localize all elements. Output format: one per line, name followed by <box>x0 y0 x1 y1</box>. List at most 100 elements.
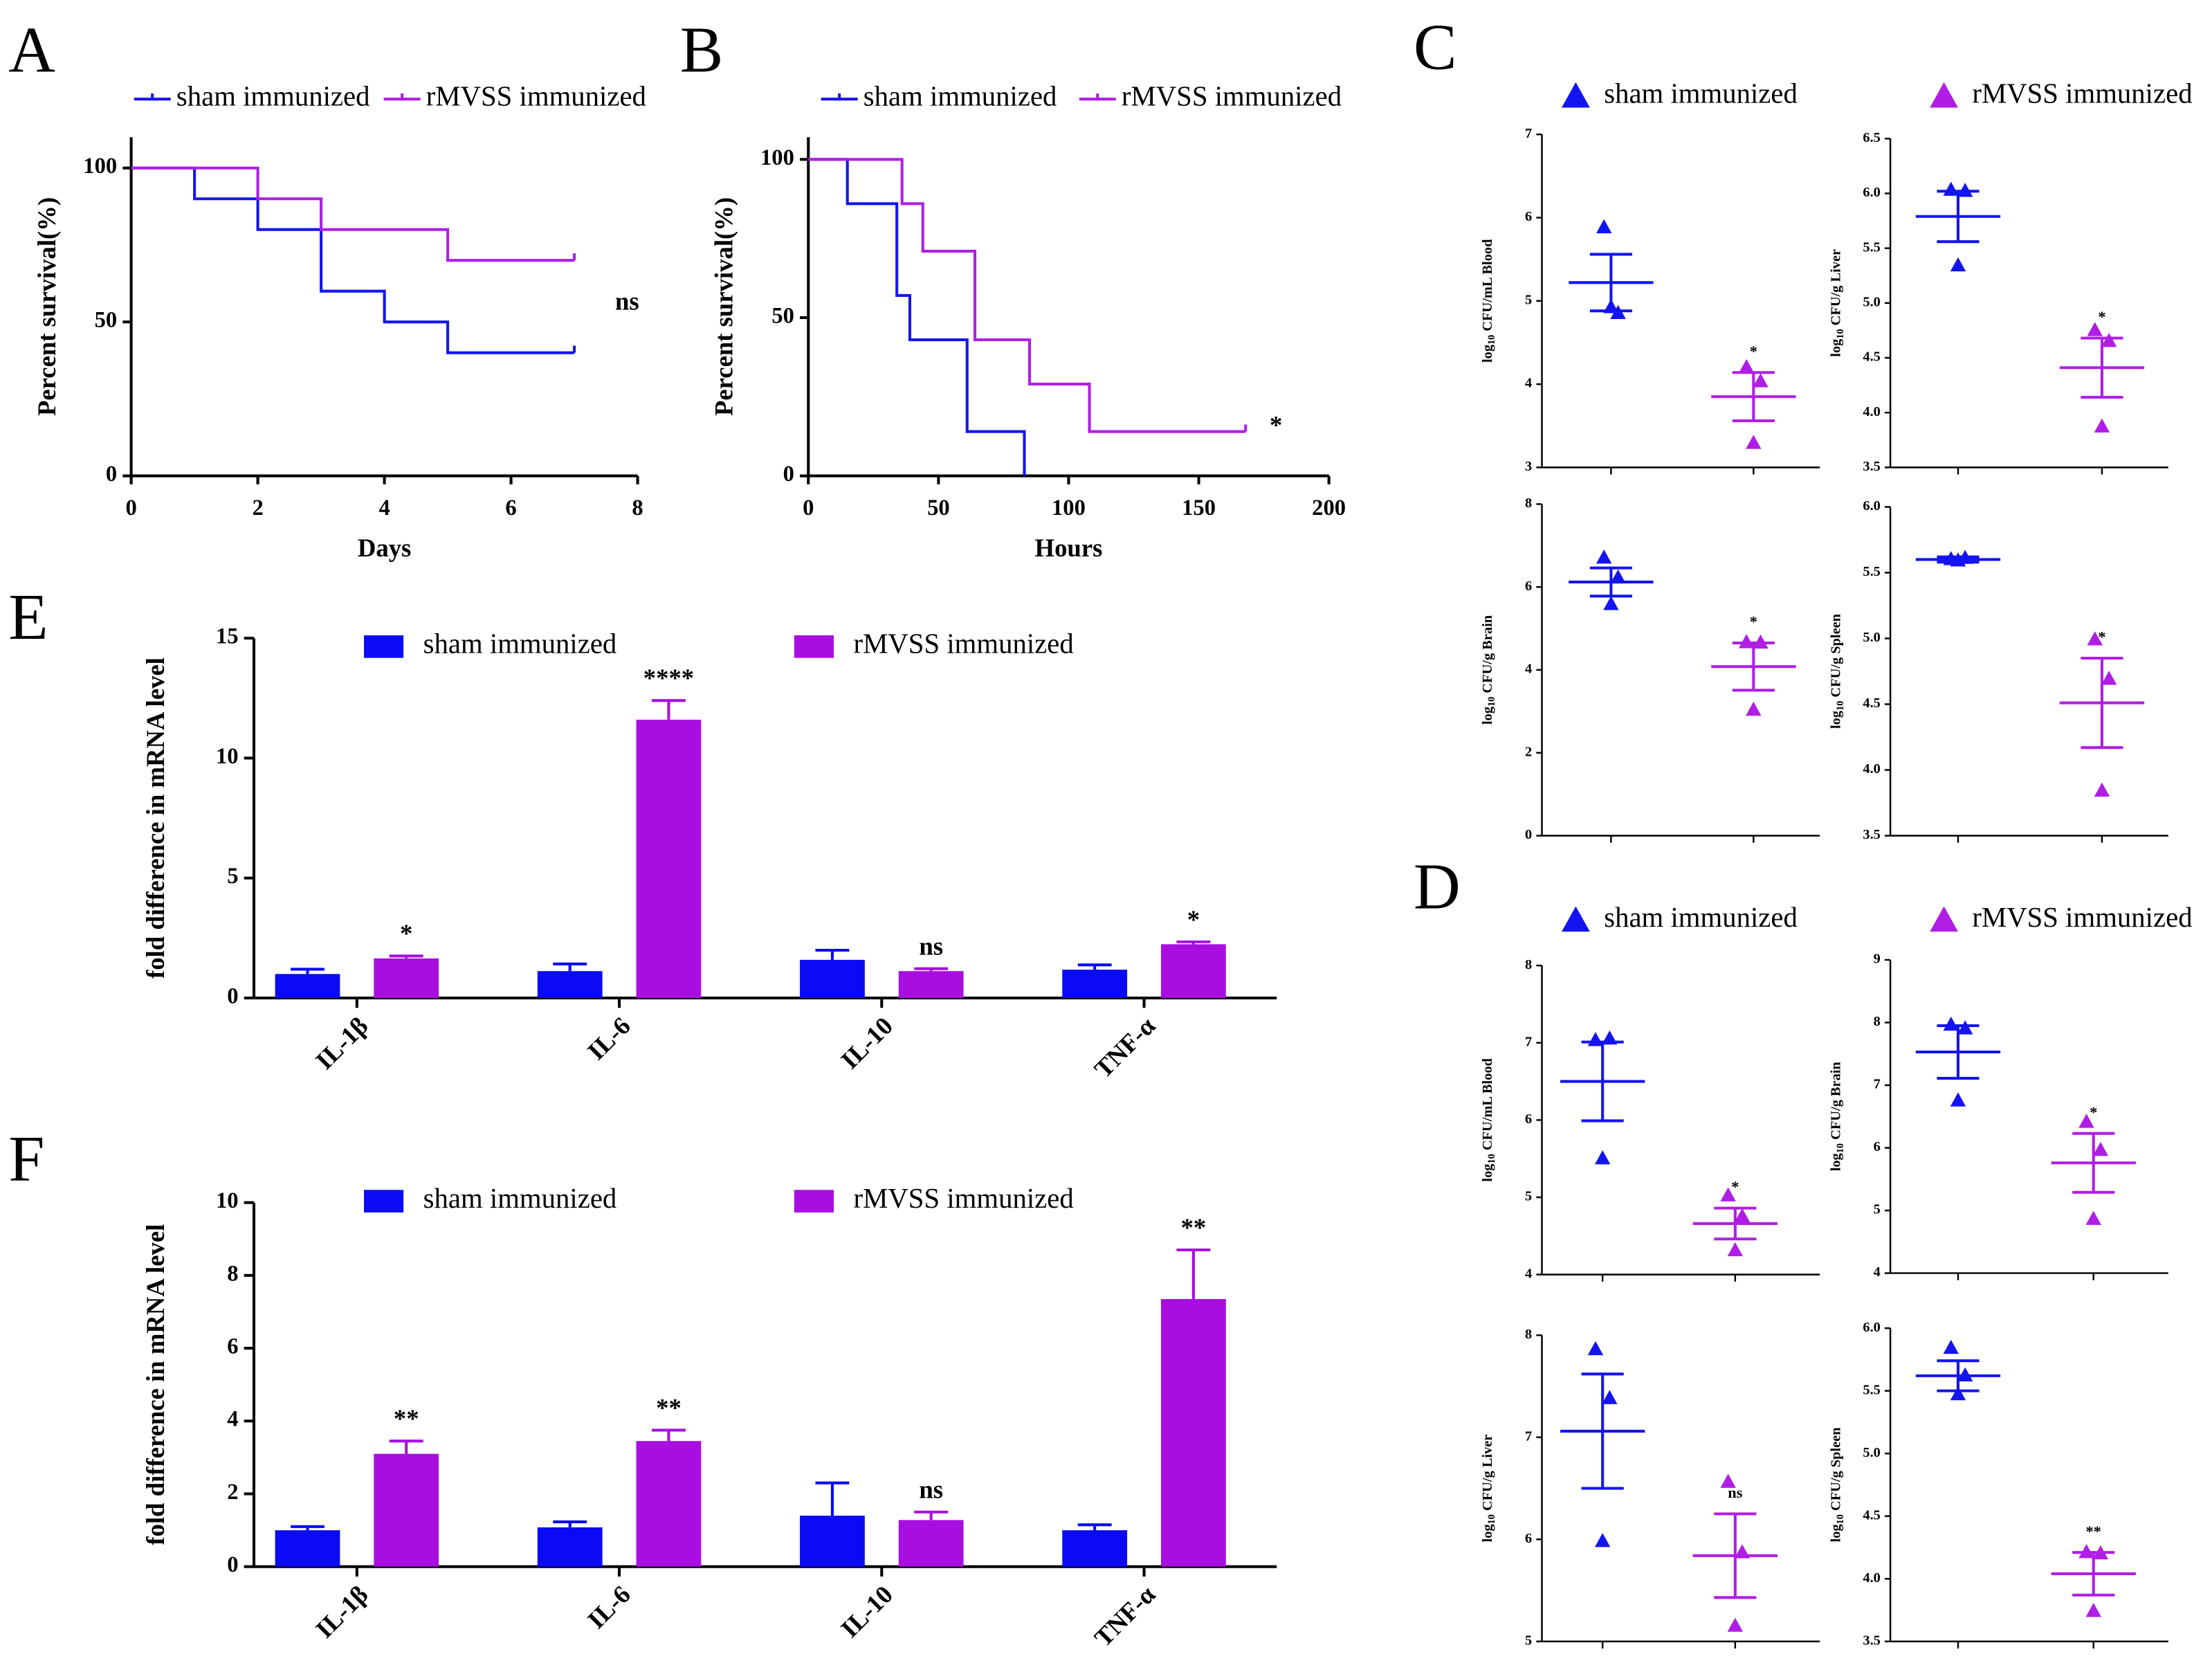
annotation: * <box>1731 1178 1739 1195</box>
x-tick-label: IL-6 <box>582 1011 636 1065</box>
data-point <box>1587 1341 1604 1356</box>
data-point <box>1943 181 1959 196</box>
data-point <box>2085 1210 2101 1225</box>
y-axis-label: log10 CFU/g Liver <box>1828 249 1846 357</box>
data-point <box>1957 1367 1973 1382</box>
data-point <box>1720 1473 1736 1488</box>
data-point <box>1596 550 1612 564</box>
legend-label: rMVSS immunized <box>854 1183 1074 1214</box>
x-tick-label: TNF-α <box>1088 1580 1160 1652</box>
y-tick-label: 6.0 <box>1863 185 1880 200</box>
error-bar <box>1077 963 1112 970</box>
data-point <box>1746 435 1762 449</box>
y-tick-label: 5 <box>1525 1189 1532 1204</box>
sem-bar <box>1581 1040 1624 1123</box>
y-tick-label: 4 <box>1525 376 1532 391</box>
legend-marker <box>1562 82 1590 108</box>
data-point <box>1596 219 1612 234</box>
x-axis-label: Days <box>358 534 411 562</box>
sem-bar <box>2081 336 2123 399</box>
data-point <box>2087 322 2103 336</box>
y-tick-label: 5 <box>1525 292 1532 307</box>
annotation: * <box>400 919 412 947</box>
bar <box>537 1527 603 1567</box>
sem-bar <box>2072 1551 2115 1597</box>
y-axis-label-sub: 10 <box>1835 1514 1846 1524</box>
y-axis-label: fold difference in mRNA level <box>141 657 170 979</box>
bar <box>636 1441 702 1567</box>
x-tick-label: IL-10 <box>835 1580 898 1643</box>
bar <box>898 1520 964 1567</box>
legend-label: rMVSS immunized <box>1972 902 2192 933</box>
y-tick-label: 15 <box>216 624 239 649</box>
legend-marker <box>1930 82 1958 108</box>
y-axis-label-sub: 10 <box>1486 697 1497 707</box>
error-bar <box>553 962 587 972</box>
sem-bar <box>1732 641 1775 692</box>
y-tick-label: 3.5 <box>1863 827 1880 842</box>
annotation: * <box>1750 343 1757 360</box>
data-point <box>1727 1242 1744 1257</box>
data-point <box>1753 373 1768 388</box>
y-tick-label: 4 <box>1525 1266 1532 1281</box>
annotation: ** <box>2086 1523 2101 1540</box>
y-axis-label-part: CFU/mL Blood <box>1480 1058 1495 1154</box>
y-axis-label-part: log <box>1480 1524 1495 1542</box>
y-axis-label-part: log <box>1828 711 1843 729</box>
data-point <box>1950 1386 1966 1401</box>
error-bar <box>1077 1523 1112 1531</box>
x-tick-label: 0 <box>125 496 136 520</box>
panel-label: D <box>1414 851 1461 923</box>
y-tick-label: 5.0 <box>1863 295 1880 310</box>
x-tick-label: 2 <box>252 496 263 520</box>
y-tick-label: 5.0 <box>1863 1445 1880 1460</box>
y-tick-label: 8 <box>1525 957 1532 972</box>
annotation: ** <box>1181 1213 1207 1242</box>
sem-bar <box>1581 1372 1624 1490</box>
y-axis-label: log10 CFU/mL Blood <box>1480 239 1498 363</box>
legend-swatch <box>364 635 404 658</box>
x-tick-label: TNF-α <box>1088 1011 1160 1083</box>
error-bar <box>389 954 423 959</box>
x-tick-label: 200 <box>1312 496 1346 520</box>
y-tick-label: 8 <box>1525 1327 1532 1342</box>
bar <box>275 1530 340 1567</box>
y-tick-label: 6 <box>1874 1139 1881 1154</box>
panel-label: E <box>8 581 48 653</box>
data-point <box>1727 1617 1744 1632</box>
annotation: * <box>2090 1103 2097 1120</box>
data-point <box>2092 1141 2109 1156</box>
bar <box>636 719 702 998</box>
y-tick-label: 8 <box>227 1261 238 1286</box>
sem-bar <box>2072 1132 2115 1194</box>
y-axis-label-part: log <box>1828 1524 1843 1542</box>
error-bar <box>651 1428 686 1442</box>
data-point <box>2094 782 2110 797</box>
y-axis-label: fold difference in mRNA level <box>141 1224 170 1545</box>
x-tick-label: 100 <box>1052 496 1086 520</box>
legend-label: rMVSS immunized <box>1972 78 2192 109</box>
x-tick-label: 150 <box>1182 496 1216 520</box>
data-point <box>1602 1390 1618 1404</box>
legend-label: sham immunized <box>176 81 370 112</box>
y-tick-label: 10 <box>216 744 239 769</box>
error-bar <box>291 968 325 974</box>
y-axis-label-sub: 10 <box>1486 335 1497 345</box>
error-bar <box>553 1520 587 1527</box>
y-axis-label-part: log <box>1828 339 1843 357</box>
y-tick-label: 4.5 <box>1863 696 1880 711</box>
y-axis-label-part: log <box>1480 345 1495 363</box>
data-point <box>1610 569 1626 584</box>
y-tick-label: 6 <box>227 1334 238 1359</box>
y-tick-label: 5.5 <box>1863 239 1880 255</box>
error-bar <box>914 1510 949 1521</box>
y-axis-label-part: log <box>1480 707 1495 725</box>
y-axis-label-part: log <box>1828 1153 1843 1171</box>
bar <box>374 958 439 998</box>
data-point <box>1720 1187 1736 1201</box>
y-axis-label: log10 CFU/g Spleen <box>1828 613 1846 729</box>
y-tick-label: 4 <box>1874 1264 1881 1280</box>
y-axis-label: Percent survival(%) <box>709 197 738 416</box>
panel-label: B <box>680 15 724 87</box>
